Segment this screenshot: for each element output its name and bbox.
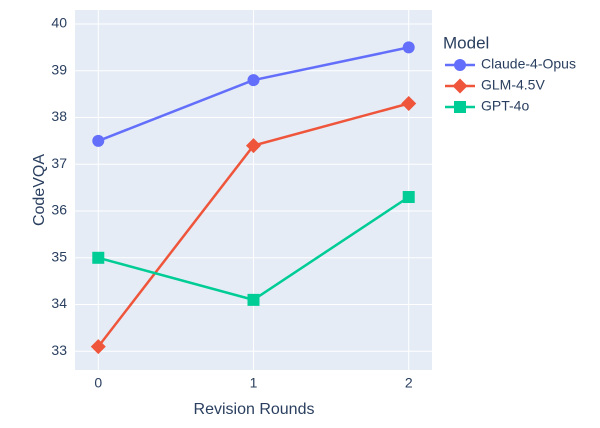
marker — [401, 96, 417, 112]
marker — [92, 251, 105, 264]
y-tick-label: 39 — [51, 61, 67, 77]
legend-item: Claude-4-Opus — [445, 56, 576, 72]
y-tick-label: 38 — [51, 108, 67, 124]
marker — [454, 101, 466, 113]
marker — [402, 41, 415, 54]
marker — [92, 134, 105, 147]
marker — [402, 191, 415, 204]
y-axis-title: CodeVQA — [31, 154, 48, 226]
x-axis-title: Revision Rounds — [194, 401, 315, 418]
legend-item: GLM-4.5V — [445, 77, 545, 94]
marker — [247, 293, 260, 306]
legend-label: GPT-4o — [481, 98, 529, 114]
x-tick-label: 2 — [405, 375, 413, 391]
y-tick-label: 33 — [51, 342, 67, 358]
y-tick-label: 36 — [51, 202, 67, 218]
legend-label: Claude-4-Opus — [481, 56, 576, 72]
legend-title: Model — [443, 33, 489, 52]
x-tick-label: 0 — [94, 375, 102, 391]
marker — [452, 78, 468, 94]
x-tick-label: 1 — [250, 375, 258, 391]
marker — [454, 59, 466, 71]
marker — [246, 138, 261, 154]
marker — [90, 339, 106, 355]
legend-label: GLM-4.5V — [481, 77, 545, 93]
y-tick-label: 35 — [51, 248, 67, 264]
marker — [247, 74, 260, 87]
y-tick-label: 34 — [51, 295, 67, 311]
y-tick-label: 37 — [51, 155, 67, 171]
y-tick-label: 40 — [51, 15, 67, 31]
legend-item: GPT-4o — [445, 98, 529, 114]
